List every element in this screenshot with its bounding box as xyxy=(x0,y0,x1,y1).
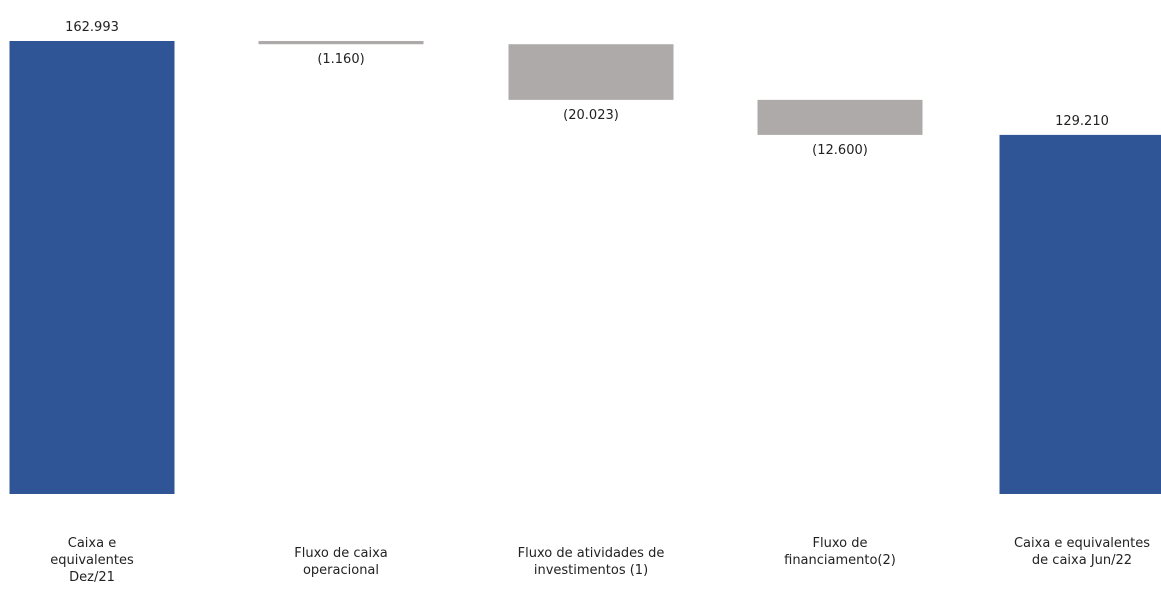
bar-1 xyxy=(259,41,424,44)
data-label-0: 162.993 xyxy=(65,20,119,35)
category-label-2: Fluxo de atividades de investimentos (1) xyxy=(501,545,681,579)
category-label-1: Fluxo de caixa operacional xyxy=(251,545,431,579)
bar-4 xyxy=(1000,135,1161,494)
category-label-0: Caixa e equivalentes Dez/21 xyxy=(2,535,182,586)
bar-2 xyxy=(509,44,674,100)
data-label-1: (1.160) xyxy=(317,52,364,67)
data-label-3: (12.600) xyxy=(812,143,868,158)
data-label-4: 129.210 xyxy=(1055,114,1109,129)
category-label-4: Caixa e equivalentes de caixa Jun/22 xyxy=(992,535,1161,569)
bar-0 xyxy=(10,41,175,494)
data-label-2: (20.023) xyxy=(563,108,619,123)
bar-3 xyxy=(758,100,923,135)
category-label-3: Fluxo de financiamento(2) xyxy=(750,535,930,569)
